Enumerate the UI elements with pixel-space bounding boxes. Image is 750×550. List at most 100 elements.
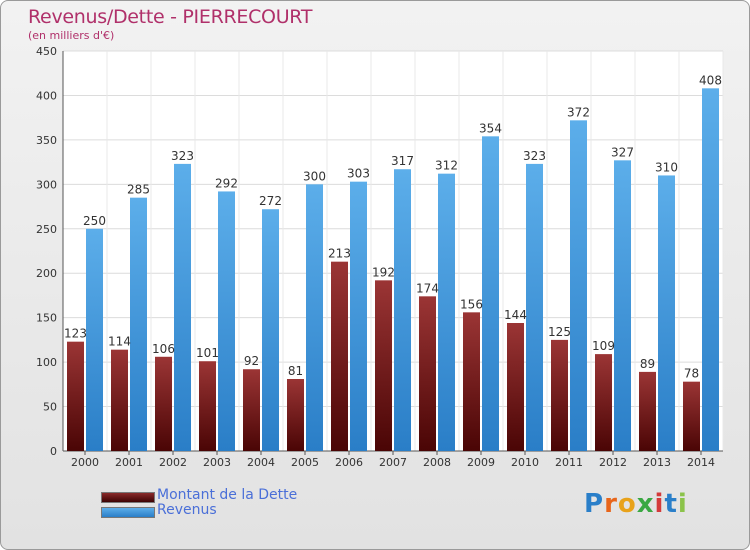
y-tick-label: 200 — [36, 267, 57, 280]
logo-letter: x — [636, 489, 655, 519]
bar-debt — [507, 323, 524, 451]
x-tick-label: 2006 — [335, 456, 363, 469]
logo-letter: o — [617, 489, 637, 519]
data-label-revenus: 408 — [699, 73, 722, 87]
data-label-revenus: 372 — [567, 105, 590, 119]
y-tick-label: 400 — [36, 89, 57, 102]
logo-letter: t — [664, 489, 678, 519]
data-label-debt: 89 — [640, 357, 655, 371]
x-tick-label: 2012 — [599, 456, 627, 469]
bar-revenus — [438, 173, 455, 451]
logo-letter: i — [654, 489, 665, 519]
bar-revenus — [86, 228, 103, 451]
legend-swatch-debt — [101, 492, 155, 503]
x-tick-label: 2004 — [247, 456, 275, 469]
bar-debt — [639, 371, 656, 451]
legend-label-revenus: Revenus — [157, 502, 217, 518]
y-tick-label: 250 — [36, 223, 57, 236]
bar-revenus — [614, 160, 631, 452]
bar-revenus — [218, 191, 235, 451]
bar-debt — [199, 361, 216, 451]
logo-letter: r — [604, 489, 618, 519]
y-tick-label: 150 — [36, 312, 57, 325]
y-tick-label: 450 — [36, 45, 57, 58]
bar-debt — [595, 354, 612, 451]
x-tick-label: 2009 — [467, 456, 495, 469]
bar-debt — [419, 296, 436, 451]
x-tick-label: 2008 — [423, 456, 451, 469]
x-tick-label: 2014 — [687, 456, 715, 469]
bar-revenus — [394, 169, 411, 451]
bar-debt — [243, 369, 260, 451]
data-label-debt: 109 — [592, 339, 615, 353]
logo-letter: i — [677, 489, 688, 519]
data-label-revenus: 300 — [303, 169, 326, 183]
data-label-revenus: 285 — [127, 183, 150, 197]
bar-revenus — [174, 163, 191, 451]
bar-revenus — [570, 120, 587, 451]
bar-debt — [683, 381, 700, 451]
y-tick-label: 350 — [36, 134, 57, 147]
data-label-debt: 123 — [64, 327, 87, 341]
proxiti-logo: Proxiti — [584, 489, 688, 519]
data-label-debt: 106 — [152, 342, 175, 356]
x-tick-label: 2010 — [511, 456, 539, 469]
bar-revenus — [702, 88, 719, 451]
data-label-debt: 192 — [372, 265, 395, 279]
data-label-debt: 144 — [504, 308, 527, 322]
bar-revenus — [526, 163, 543, 451]
chart-subtitle: (en milliers d'€) — [28, 29, 115, 42]
x-tick-label: 2002 — [159, 456, 187, 469]
x-tick-label: 2000 — [71, 456, 99, 469]
bar-revenus — [130, 197, 147, 451]
x-tick-label: 2005 — [291, 456, 319, 469]
data-label-revenus: 354 — [479, 121, 502, 135]
legend-swatch-revenus — [101, 507, 155, 518]
logo-letter: P — [584, 489, 605, 519]
plot-area — [63, 51, 723, 451]
data-label-debt: 213 — [328, 247, 351, 261]
data-label-revenus: 327 — [611, 145, 634, 159]
bar-revenus — [262, 209, 279, 451]
x-tick-label: 2011 — [555, 456, 583, 469]
y-tick-label: 100 — [36, 356, 57, 369]
data-label-revenus: 292 — [215, 176, 238, 190]
data-label-debt: 174 — [416, 281, 439, 295]
data-label-debt: 78 — [684, 367, 699, 381]
data-label-debt: 81 — [288, 364, 303, 378]
bar-debt — [331, 261, 348, 451]
bar-debt — [375, 280, 392, 451]
bar-revenus — [306, 184, 323, 452]
bar-revenus — [350, 181, 367, 451]
bar-debt — [155, 356, 172, 451]
data-label-revenus: 312 — [435, 159, 458, 173]
bar-debt — [111, 349, 128, 451]
chart-title: Revenus/Dette - PIERRECOURT — [28, 6, 313, 28]
data-label-revenus: 272 — [259, 194, 282, 208]
bar-debt — [67, 341, 84, 451]
bar-debt — [463, 312, 480, 451]
x-tick-label: 2013 — [643, 456, 671, 469]
data-label-revenus: 323 — [523, 149, 546, 163]
bar-debt — [287, 379, 304, 451]
data-label-debt: 156 — [460, 297, 483, 311]
y-tick-label: 300 — [36, 178, 57, 191]
data-label-debt: 101 — [196, 346, 219, 360]
data-label-debt: 125 — [548, 325, 571, 339]
x-tick-label: 2003 — [203, 456, 231, 469]
data-label-debt: 114 — [108, 335, 131, 349]
x-tick-label: 2007 — [379, 456, 407, 469]
y-tick-label: 0 — [50, 445, 57, 458]
bar-debt — [551, 339, 568, 451]
x-tick-label: 2001 — [115, 456, 143, 469]
data-label-revenus: 310 — [655, 160, 678, 174]
data-label-revenus: 303 — [347, 167, 370, 181]
bar-revenus — [482, 136, 499, 452]
bar-revenus — [658, 175, 675, 451]
legend-label-debt: Montant de la Dette — [157, 487, 298, 503]
data-label-revenus: 317 — [391, 154, 414, 168]
data-label-revenus: 323 — [171, 149, 194, 163]
data-label-revenus: 250 — [83, 214, 106, 228]
